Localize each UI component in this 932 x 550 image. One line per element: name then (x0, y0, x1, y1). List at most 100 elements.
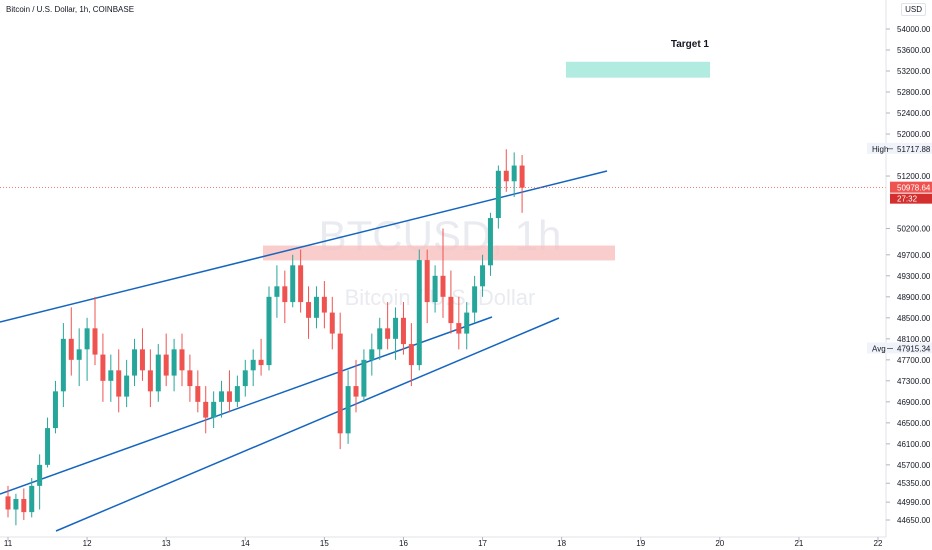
candle-body (424, 260, 430, 303)
candle-body (432, 275, 438, 303)
upper-channel-line[interactable] (0, 170, 608, 323)
candle (116, 349, 122, 413)
candle-body (353, 386, 359, 397)
time-tick-label: 21 (794, 539, 803, 548)
chart-title: Bitcoin / U.S. Dollar, 1h, COINBASE (6, 5, 135, 14)
candle-body (258, 359, 264, 366)
candle-body (187, 370, 193, 387)
candle-body (393, 317, 399, 339)
candle (511, 152, 517, 198)
candle-body (345, 386, 351, 434)
candle-body (385, 328, 391, 339)
candle (464, 302, 470, 350)
price-tick-label: 47300.00 (897, 377, 931, 386)
candle-body (219, 391, 225, 402)
candle (37, 454, 43, 510)
time-tick-label: 15 (320, 539, 329, 548)
price-tick-label: 52400.00 (897, 109, 931, 118)
candle (139, 328, 145, 381)
price-tick-label: 49300.00 (897, 272, 931, 281)
candle (353, 359, 359, 413)
price-tick-label: 48100.00 (897, 335, 931, 344)
candle (258, 338, 264, 376)
candle (274, 265, 280, 318)
candle-body (84, 328, 90, 350)
candle (45, 417, 51, 468)
candle (503, 149, 509, 192)
candle-body (100, 354, 106, 381)
candle-body (234, 386, 240, 402)
marker-badge-high (867, 142, 932, 154)
candle-body (21, 498, 27, 513)
price-tick-label: 46900.00 (897, 398, 931, 407)
candle (226, 370, 232, 413)
candle-body (495, 170, 501, 219)
time-tick-label: 11 (4, 539, 13, 548)
candle (211, 391, 217, 429)
candle (100, 333, 106, 402)
candle-body (37, 464, 43, 486)
countdown-badge (890, 193, 932, 204)
time-tick-label: 19 (636, 539, 645, 548)
time-tick-label: 14 (241, 539, 250, 548)
candle-body (456, 323, 462, 334)
candle-body (511, 165, 517, 182)
marker-badge-avg (867, 342, 932, 354)
price-tick-label: 50200.00 (897, 225, 931, 234)
candle-body (329, 312, 335, 334)
candle (480, 254, 486, 297)
candle-body (321, 296, 327, 313)
time-axis[interactable]: 11 12 13 14 15 16 17 18 19 20 21 22 (4, 537, 883, 548)
candle-body (290, 265, 296, 303)
target-zone[interactable] (566, 61, 710, 78)
price-tick-label: 53600.00 (897, 46, 931, 55)
candle-body (139, 349, 145, 371)
candle-body (155, 354, 161, 392)
current-price-value: 50978.64 (897, 184, 931, 193)
candle-body (52, 391, 58, 429)
candle (29, 477, 35, 518)
candle-body (132, 349, 138, 376)
resistance-zone[interactable] (263, 245, 615, 261)
candle (76, 328, 82, 387)
candle (416, 249, 422, 371)
candle-body (211, 401, 217, 418)
candle-body (408, 344, 414, 366)
price-tick-label: 48900.00 (897, 293, 931, 302)
marker-value: 51717.88 (897, 145, 931, 154)
candle-body (337, 333, 343, 434)
time-tick-label: 17 (478, 539, 487, 548)
time-tick-label: 13 (162, 539, 171, 548)
candle-body (313, 296, 319, 318)
candle-body (464, 312, 470, 334)
candle (519, 155, 525, 213)
candle (147, 349, 153, 408)
price-axis[interactable]: 54000.00 53600.00 53200.00 52800.00 52400.00… (886, 25, 931, 525)
candle (369, 333, 375, 376)
candle (432, 265, 438, 313)
candle (393, 307, 399, 360)
candle (242, 359, 248, 397)
price-tick-label: 52800.00 (897, 88, 931, 97)
candle (21, 488, 27, 520)
candle (456, 296, 462, 350)
candle-body (29, 485, 35, 513)
candle-body (448, 296, 454, 324)
currency-label[interactable]: USD (901, 3, 926, 16)
candle (306, 286, 312, 339)
candle-body (45, 428, 51, 465)
candle (250, 349, 256, 387)
candle-body (266, 296, 272, 366)
candle-body (480, 265, 486, 287)
countdown-value: 27:32 (897, 195, 918, 204)
parallel-support-line[interactable] (55, 317, 560, 532)
candle (424, 249, 430, 324)
marker-label: High (872, 145, 888, 154)
candle (124, 359, 130, 408)
candle (203, 386, 209, 434)
candle (377, 317, 383, 360)
price-tick-label: 46100.00 (897, 440, 931, 449)
candle-body (163, 354, 169, 376)
candle (234, 375, 240, 408)
